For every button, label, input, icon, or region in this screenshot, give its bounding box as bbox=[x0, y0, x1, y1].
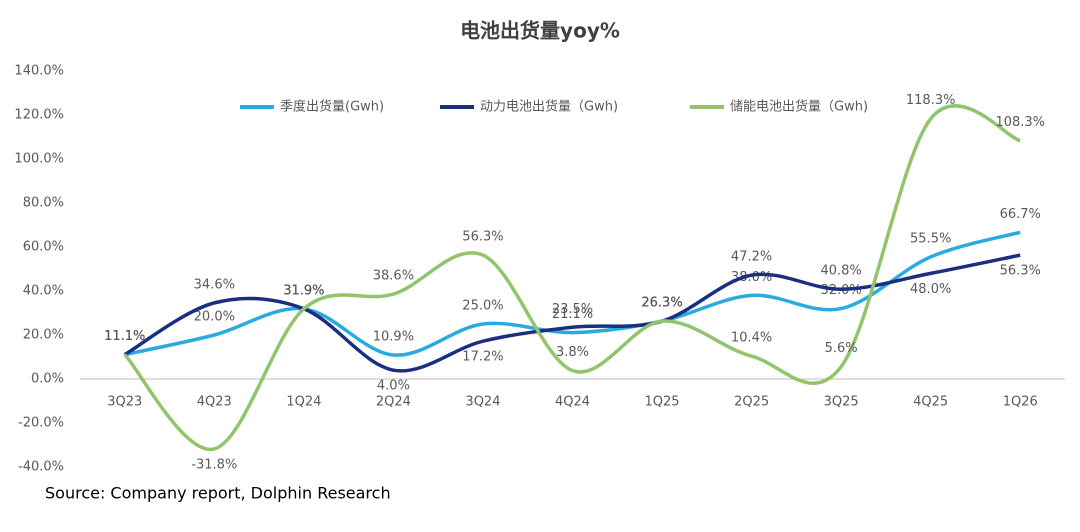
legend-label: 储能电池出货量（Gwh) bbox=[730, 99, 868, 115]
x-tick-label: 3Q23 bbox=[107, 395, 142, 410]
y-tick-label: -40.0% bbox=[18, 460, 64, 475]
data-label: 21.1% bbox=[552, 307, 593, 322]
x-tick-label: 2Q25 bbox=[734, 395, 769, 410]
line bbox=[123, 253, 1021, 373]
y-tick-label: 140.0% bbox=[14, 64, 64, 79]
y-tick-label: -20.0% bbox=[18, 416, 64, 431]
data-label: 38.0% bbox=[731, 270, 772, 285]
y-tick-label: 40.0% bbox=[23, 284, 64, 299]
source: Source: Company report, Dolphin Research bbox=[45, 484, 391, 503]
data-label: 23.5% bbox=[552, 302, 593, 317]
x-tick-label: 1Q24 bbox=[286, 395, 321, 410]
data-label: 48.0% bbox=[910, 282, 951, 297]
data-label: 17.2% bbox=[462, 350, 503, 365]
data-label: 55.5% bbox=[910, 231, 951, 246]
data-label: 11.1% bbox=[104, 329, 145, 344]
data-label: 56.3% bbox=[1000, 264, 1041, 279]
data-label: 40.8% bbox=[820, 264, 861, 279]
x-tick-label: 1Q26 bbox=[1003, 395, 1038, 410]
data-label: 26.3% bbox=[641, 296, 682, 311]
data-label: 38.6% bbox=[373, 269, 414, 284]
line bbox=[124, 230, 1021, 357]
data-label: 26.3% bbox=[641, 296, 682, 311]
data-label: 11.1% bbox=[104, 329, 145, 344]
x-tick-label: 4Q23 bbox=[197, 395, 232, 410]
legend-label: 季度出货量(Gwh) bbox=[280, 99, 384, 115]
data-label: -31.8% bbox=[191, 457, 237, 472]
y-tick-label: 0.0% bbox=[31, 372, 64, 387]
x-tick-label: 4Q24 bbox=[555, 395, 590, 410]
data-label: 5.6% bbox=[825, 341, 858, 356]
data-label: 66.7% bbox=[1000, 207, 1041, 222]
data-label: 3.8% bbox=[556, 345, 589, 360]
y-tick-label: 60.0% bbox=[23, 240, 64, 255]
x-tick-label: 4Q25 bbox=[913, 395, 948, 410]
x-tick-label: 1Q25 bbox=[645, 395, 680, 410]
x-tick-label: 2Q24 bbox=[376, 395, 411, 410]
data-label: 31.9% bbox=[283, 283, 324, 298]
data-label: 31.9% bbox=[283, 283, 324, 298]
legend-label: 动力电池出货量（Gwh) bbox=[480, 99, 618, 115]
x-tick-label: 3Q24 bbox=[465, 395, 500, 410]
data-label: 34.6% bbox=[194, 277, 235, 292]
data-label: 10.9% bbox=[373, 330, 414, 345]
data-label: 4.0% bbox=[377, 379, 410, 394]
line bbox=[123, 104, 1021, 451]
y-tick-label: 120.0% bbox=[14, 108, 64, 123]
data-label: 11.1% bbox=[104, 329, 145, 344]
data-label: 56.3% bbox=[462, 230, 503, 245]
chart-title: 电池出货量yoy% bbox=[460, 19, 620, 43]
data-label: 25.0% bbox=[462, 299, 503, 314]
y-tick-label: 100.0% bbox=[14, 152, 64, 167]
data-label: 108.3% bbox=[995, 115, 1045, 130]
y-tick-label: 20.0% bbox=[23, 328, 64, 343]
data-label: 20.0% bbox=[194, 310, 235, 325]
data-label: 10.4% bbox=[731, 331, 772, 346]
y-tick-label: 80.0% bbox=[23, 196, 64, 211]
data-label: 47.2% bbox=[731, 250, 772, 265]
data-label: 118.3% bbox=[906, 93, 956, 108]
data-label: 26.3% bbox=[641, 296, 682, 311]
x-tick-label: 3Q25 bbox=[824, 395, 859, 410]
data-label: 31.9% bbox=[283, 283, 324, 298]
